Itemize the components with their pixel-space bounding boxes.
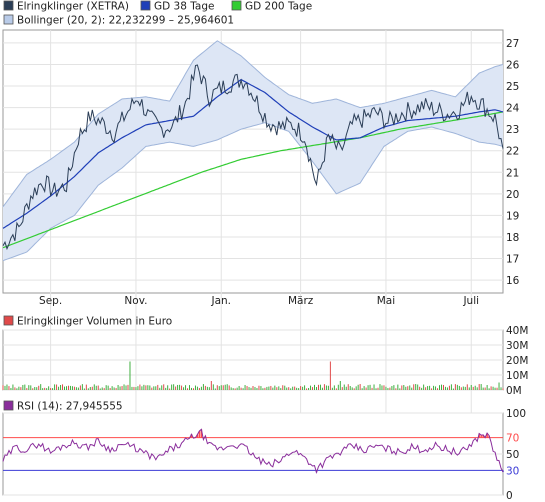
legend-volume-label: Elringklinger Volumen in Euro xyxy=(17,316,172,328)
x-tick-label: Nov. xyxy=(124,295,147,307)
rsi-y-tick-label: 50 xyxy=(506,449,519,461)
legend-gd38-label: GD 38 Tage xyxy=(154,1,215,13)
price-y-tick-label: 19 xyxy=(506,210,519,222)
volume-y-tick-label: 20M xyxy=(506,355,528,367)
volume-panel: 0M 10M 20M 30M 40M xyxy=(2,325,528,397)
gd38-line xyxy=(2,78,504,229)
x-tick-label: Jan. xyxy=(210,295,231,307)
price-y-tick-label: 24 xyxy=(506,103,520,115)
x-tick-label: März xyxy=(288,295,314,307)
rsi-legend: RSI (14): 27,945555 xyxy=(3,400,123,413)
x-tick-label: Mai xyxy=(377,295,395,307)
rsi-y-tick-label: 0 xyxy=(506,490,513,502)
price-legend: Elringklinger (XETRA) GD 38 Tage GD 200 Ta… xyxy=(3,0,312,27)
rsi-panel: 0 30 50 70 100 xyxy=(2,408,526,502)
legend-rsi-swatch xyxy=(3,400,14,411)
bollinger-lower-line xyxy=(2,122,504,262)
rsi-y-tick-label: 30 xyxy=(506,465,519,477)
rsi-line xyxy=(2,428,504,475)
price-y-tick-label: 16 xyxy=(506,275,520,287)
x-tick-label: Juli xyxy=(462,295,479,307)
volume-y-tick-label: 0M xyxy=(506,385,522,397)
rsi-y-tick-label: 70 xyxy=(506,433,519,445)
volume-y-tick-label: 40M xyxy=(506,325,528,337)
legend-bollinger-label: Bollinger (20, 2): 22,232299 – 25,964601 xyxy=(17,15,234,27)
legend-elringklinger-label: Elringklinger (XETRA) xyxy=(17,1,129,13)
gd200-line xyxy=(2,111,504,249)
volume-y-tick-label: 10M xyxy=(506,370,528,382)
legend-volume-swatch xyxy=(3,315,14,326)
price-y-tick-label: 27 xyxy=(506,38,519,50)
legend-elringklinger-swatch xyxy=(3,0,14,11)
price-y-tick-label: 17 xyxy=(506,254,519,266)
price-panel: 16 17 18 19 20 21 22 23 24 25 26 27 Sep. Nov. Jan. März… xyxy=(2,29,520,495)
price-line xyxy=(2,64,504,251)
price-y-tick-label: 22 xyxy=(506,146,519,158)
price-y-tick-label: 18 xyxy=(506,232,519,244)
price-y-tick-label: 20 xyxy=(506,189,519,201)
volume-y-tick-label: 30M xyxy=(506,340,528,352)
x-tick-label: Sep. xyxy=(39,295,62,307)
legend-bollinger-swatch xyxy=(3,14,14,25)
price-y-tick-label: 23 xyxy=(506,124,519,136)
rsi-y-tick-label: 100 xyxy=(506,408,526,420)
volume-legend: Elringklinger Volumen in Euro xyxy=(3,315,172,328)
legend-gd200-label: GD 200 Tage xyxy=(245,1,312,13)
legend-rsi-label: RSI (14): 27,945555 xyxy=(17,401,123,413)
price-y-tick-label: 26 xyxy=(506,59,520,71)
bollinger-band xyxy=(3,40,503,261)
legend-gd38-swatch xyxy=(140,0,151,11)
price-y-tick-label: 21 xyxy=(506,167,519,179)
legend-gd200-swatch xyxy=(231,0,242,11)
price-y-tick-label: 25 xyxy=(506,81,519,93)
